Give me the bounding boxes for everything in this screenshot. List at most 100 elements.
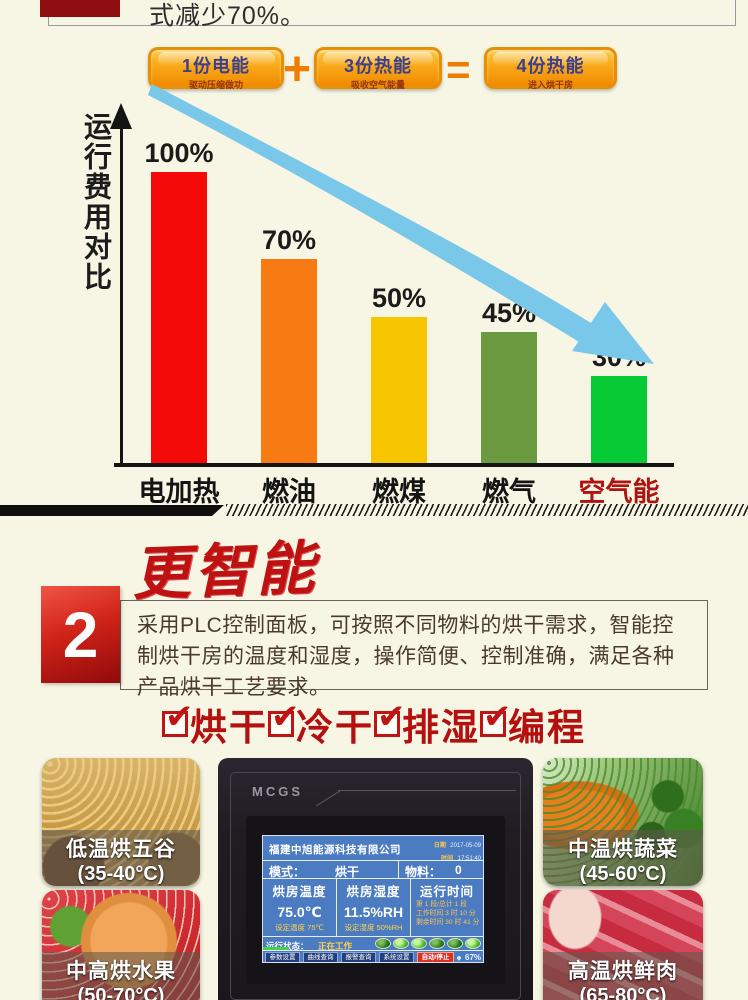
feature-item: ✔ 烘干: [162, 697, 268, 751]
badge-glare: [493, 52, 608, 67]
bar-value-label: 100%: [144, 138, 214, 168]
company-name: 福建中旭能源科技有限公司: [269, 844, 401, 856]
humidity-percent: 67%: [465, 953, 482, 962]
y-axis-line: [120, 128, 123, 466]
formula-badge-heat4: 4份热能 进入烘干房: [484, 47, 617, 90]
card-label: 低温烘五谷: [66, 838, 176, 861]
bar: [371, 317, 427, 463]
lcd-screen: 福建中旭能源科技有限公司 日期 2017-05-09 时间 17:51:40 模…: [262, 835, 484, 963]
check-mark-icon: ✔: [165, 698, 194, 736]
bar-chart-categories: 电加热 燃油 燃煤 燃气 空气能: [124, 470, 674, 509]
top-red-block: [40, 0, 120, 17]
indicator-light: [447, 938, 463, 949]
feature-label: 冷干: [296, 707, 374, 748]
bar: [481, 332, 537, 463]
section-divider-bar: [0, 505, 224, 516]
progress-sliver: [263, 947, 289, 950]
indicator-light: [411, 938, 427, 949]
check-mark-icon: ✔: [271, 698, 300, 736]
droplet-icon: [456, 954, 462, 961]
humidity-cell: 烘房湿度 11.5%RH 设定湿度 50%RH: [337, 879, 411, 936]
badge-title: 3份热能: [343, 56, 412, 76]
humidity-label: 烘房湿度: [346, 885, 401, 899]
checkbox-checked-icon: ✔: [480, 700, 512, 737]
check-mark-icon: ✔: [377, 698, 406, 736]
card-vegetables: 中温烘蔬菜 (45-60°C): [543, 758, 703, 886]
feature-checklist: ✔ 烘干 ✔ 冷干 ✔ 排湿 ✔ 编程: [0, 697, 748, 751]
equals-sign: =: [446, 46, 471, 93]
card-temp-range: (65-80°C): [579, 985, 667, 1000]
date-value: 2017-05-09: [450, 843, 481, 849]
bar-group: 50%: [344, 130, 454, 463]
material-cell: 物料： 0: [399, 861, 483, 879]
card-grains: 低温烘五谷 (35-40°C): [42, 758, 200, 886]
lcd-readings-row: 烘房温度 75.0℃ 设定温度 75℃ 烘房湿度 11.5%RH 设定湿度 50…: [263, 878, 483, 936]
badge-subtitle: 吸收空气能量: [350, 80, 405, 90]
mode-value: 烘干: [335, 865, 360, 879]
status-value: 正在工作: [318, 941, 353, 951]
temp-label: 烘房温度: [272, 885, 327, 899]
plc-control-panel: MCGS 福建中旭能源科技有限公司 日期 2017-05-09 时间 17:51…: [218, 758, 533, 1000]
bar-category-label: 燃油: [262, 477, 316, 507]
formula-badge-heat3: 3份热能 吸收空气能量: [314, 47, 442, 90]
bar-group: 45%: [454, 130, 564, 463]
lcd-status-row: 运行状态： 正在工作: [263, 936, 483, 951]
section-number-badge: 2: [41, 586, 120, 683]
runtime-label: 运行时间: [419, 885, 474, 899]
feature-item: ✔ 排湿: [374, 697, 480, 751]
material-label: 物料：: [405, 865, 442, 879]
bar-value-label: 70%: [261, 225, 317, 255]
card-fruits: 中高烘水果 (50-70°C): [42, 890, 200, 1000]
feature-label: 编程: [508, 707, 586, 748]
chart-y-axis-title: 运行费用对比: [81, 112, 112, 292]
top-note-text: 式减少70%。: [149, 2, 307, 30]
badge-subtitle: 进入烘干房: [527, 80, 573, 90]
datetime-display: 日期 2017-05-09 时间 17:51:40: [434, 838, 481, 864]
humidity-value: 11.5%RH: [343, 904, 404, 920]
feature-item: ✔ 编程: [480, 697, 586, 751]
bar-value-label: 45%: [481, 298, 537, 328]
lcd-mode-row: 模式： 烘干 物料： 0: [263, 860, 483, 879]
section-divider-hatch: [226, 504, 748, 516]
feature-label: 烘干: [190, 707, 268, 748]
temp-value: 75.0℃: [277, 904, 322, 920]
indicator-light: [429, 938, 445, 949]
indicator-light: [393, 938, 409, 949]
time-value: 17:51:40: [457, 856, 481, 862]
panel-brand: MCGS: [252, 784, 303, 799]
card-temp-range: (35-40°C): [77, 863, 165, 885]
card-temp-range: (45-60°C): [579, 863, 667, 885]
plus-sign: +: [283, 43, 312, 96]
panel-accent-line: [338, 790, 516, 791]
section-number: 2: [62, 598, 99, 671]
indicator-lights: [375, 938, 481, 949]
auto-stop-button: 自动/停止: [417, 952, 454, 962]
runtime-cell: 运行时间 第 1 段/总计 1 段 工作时间 3 时 10 分 剩余时间 30 …: [411, 879, 483, 936]
card-meat: 高温烘鲜肉 (65-80°C): [543, 890, 703, 1000]
bar-value-label: 50%: [371, 283, 427, 313]
feature-label: 排湿: [402, 707, 480, 748]
lcd-button-row: 参数设置 曲线查询 报警查询 系统设置 自动/停止 67%: [263, 950, 483, 962]
card-label-band: 中高烘水果 (50-70°C): [42, 952, 200, 1000]
badge-subtitle: 驱动压缩做功: [188, 80, 243, 90]
bar-group: 100%: [124, 130, 234, 463]
bar-category-label: 燃煤: [372, 477, 426, 507]
indicator-light: [375, 938, 391, 949]
card-label-band: 高温烘鲜肉 (65-80°C): [543, 952, 703, 1000]
bar: [151, 172, 207, 463]
indicator-light: [465, 938, 481, 949]
mode-label: 模式：: [269, 865, 306, 879]
card-label-band: 中温烘蔬菜 (45-60°C): [543, 830, 703, 886]
bar-category-label: 空气能: [578, 477, 660, 507]
checkbox-checked-icon: ✔: [162, 700, 194, 737]
badge-title: 4份热能: [516, 56, 585, 76]
humidity-setpoint: 设定湿度 50%RH: [344, 923, 403, 932]
card-label: 高温烘鲜肉: [568, 960, 678, 983]
status-label: 运行状态：: [266, 941, 309, 951]
x-axis-line: [114, 463, 674, 467]
feature-item: ✔ 冷干: [268, 697, 374, 751]
lcd-header: 福建中旭能源科技有限公司 日期 2017-05-09 时间 17:51:40: [263, 836, 483, 862]
time-label: 时间: [441, 856, 454, 862]
y-axis-arrow-icon: [110, 103, 132, 129]
checkbox-checked-icon: ✔: [268, 700, 300, 737]
